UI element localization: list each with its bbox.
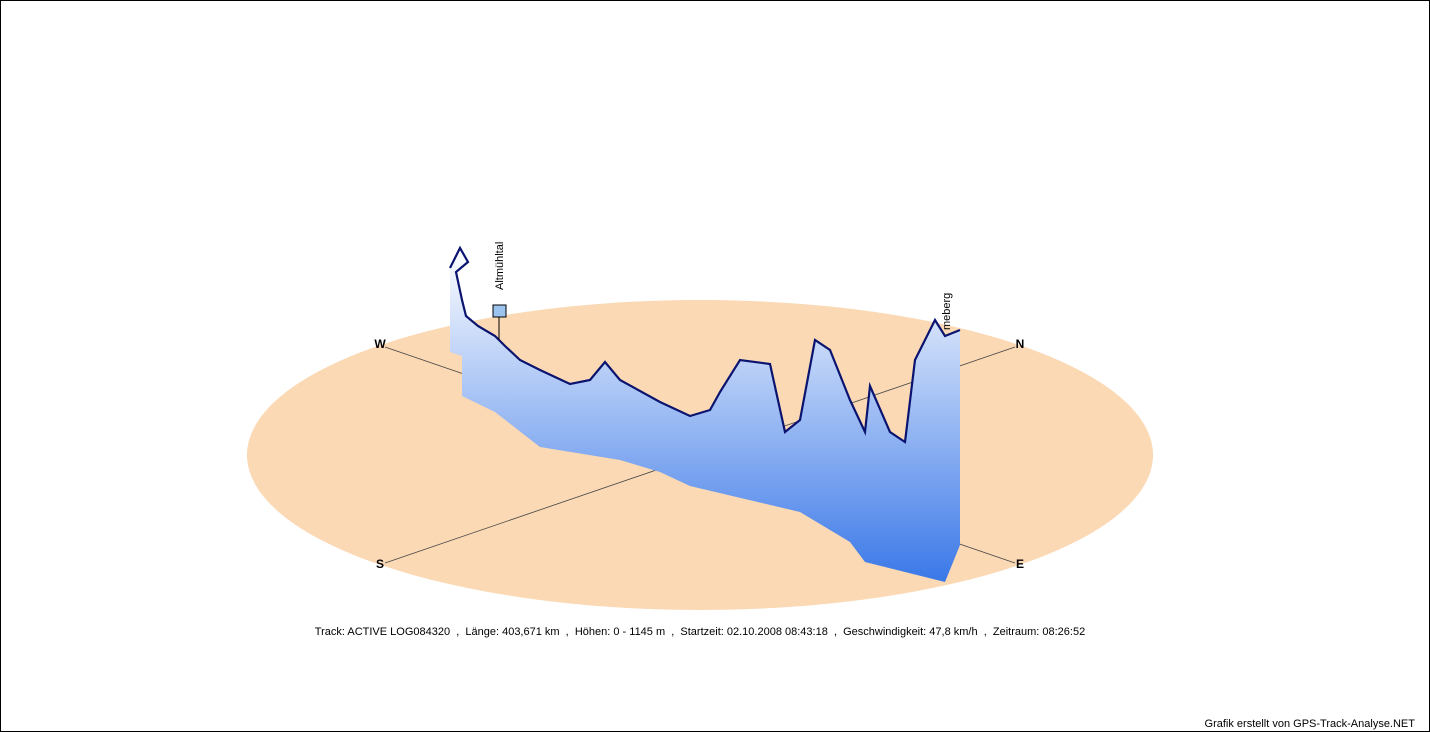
compass-e: E bbox=[1016, 557, 1024, 571]
track-line bbox=[449, 245, 961, 444]
footer: Grafik erstellt von GPS-Track-Analyse.NE… bbox=[1205, 718, 1416, 730]
compass-n: N bbox=[1016, 337, 1025, 351]
compass-s: S bbox=[376, 557, 384, 571]
compass-w: W bbox=[374, 337, 386, 351]
waypoint-label: meberg bbox=[941, 293, 953, 330]
waypoint-label: Altmühltal bbox=[494, 242, 506, 290]
elevation-wall bbox=[450, 248, 960, 582]
waypoint-icon bbox=[492, 304, 507, 318]
track-info: Track: ACTIVE LOG084320 , Länge: 403,671… bbox=[315, 626, 1085, 638]
